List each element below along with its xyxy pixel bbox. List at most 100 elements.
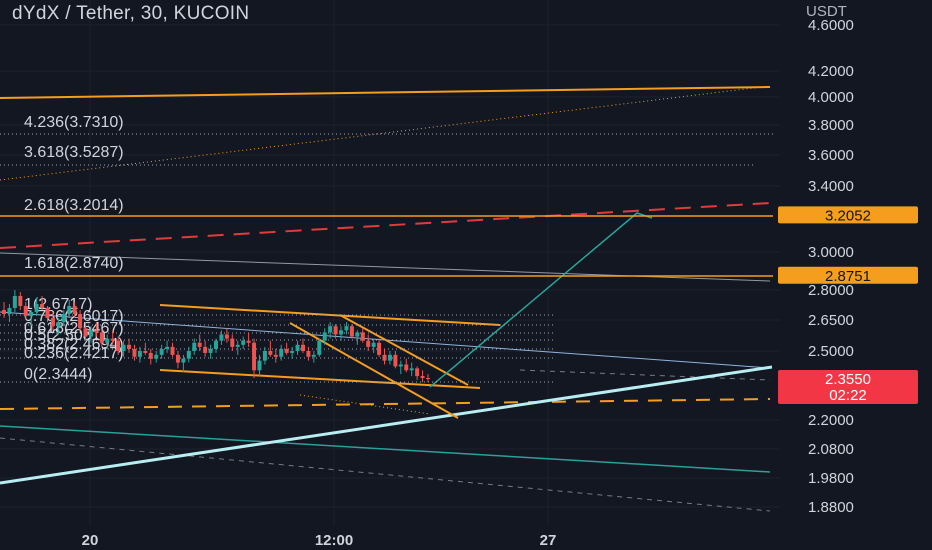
candle-body: [143, 351, 148, 353]
price-tick-label[interactable]: 4.0000: [808, 89, 854, 106]
time-axis[interactable]: 20 12:00 27: [82, 532, 557, 549]
candle-body: [203, 346, 208, 353]
time-tick-label[interactable]: 20: [82, 532, 99, 549]
channel-bottom-line[interactable]: [159, 369, 481, 389]
candle-body: [284, 348, 289, 353]
price-badge: [778, 206, 918, 224]
candle-body: [214, 340, 218, 349]
candle-body: [83, 328, 88, 337]
candle-body: [45, 308, 50, 318]
candle-body: [371, 342, 376, 347]
price-badge: [778, 369, 918, 404]
candle-body: [127, 344, 132, 349]
ascending-support-line[interactable]: [0, 365, 773, 485]
candle-body: [110, 338, 115, 341]
price-tick-label[interactable]: 2.6500: [808, 312, 854, 329]
candle-body: [208, 348, 213, 353]
candle-body: [72, 306, 77, 314]
candle-body: [12, 296, 17, 308]
candle-body: [148, 352, 153, 359]
chart-title[interactable]: dYdX / Tether, 30, KUCOIN: [12, 3, 250, 24]
channel-top-line[interactable]: [159, 304, 501, 326]
candle-body: [377, 342, 382, 355]
candle-body: [121, 344, 126, 351]
resistance-line[interactable]: [0, 86, 771, 99]
fib-level-label[interactable]: 0.236(2.4217): [24, 345, 124, 362]
candle-body: [404, 364, 409, 371]
gray-dashed-line-short[interactable]: [519, 369, 771, 381]
candle-body: [387, 354, 392, 361]
fib-level-label[interactable]: 2.618(3.2014): [24, 197, 124, 214]
candle-body: [333, 326, 338, 335]
fib-level-label[interactable]: 0.618(2.5467): [24, 320, 124, 337]
orange-dashed-support-line[interactable]: [0, 398, 771, 410]
candle-body: [181, 358, 186, 363]
candle-body: [137, 351, 142, 357]
fib-levels[interactable]: 4.236(3.7310) 3.618(3.5287) 2.618(3.2014) 1…: [0, 114, 773, 383]
time-tick-label[interactable]: 27: [540, 532, 557, 549]
fib-level-label[interactable]: 0.382(2.4694): [24, 336, 124, 353]
teal-line[interactable]: [0, 425, 771, 473]
price-tick-label[interactable]: 2.5000: [808, 343, 854, 360]
price-tick-label[interactable]: 3.0000: [808, 244, 854, 261]
price-tick-label[interactable]: 2.2000: [808, 412, 854, 429]
candle-body: [2, 310, 6, 314]
candle-body: [99, 332, 104, 343]
candle-body: [262, 351, 267, 361]
candle-body: [61, 314, 66, 323]
candle-body: [366, 340, 371, 347]
candle-body: [165, 346, 170, 349]
candle-body: [224, 334, 229, 339]
candle-body: [197, 342, 202, 347]
price-tick-label[interactable]: 3.8000: [808, 117, 854, 134]
candle-body: [23, 306, 28, 316]
candle-body: [398, 364, 403, 367]
candle-body: [7, 308, 12, 314]
fib-level-label[interactable]: 3.618(3.5287): [24, 144, 124, 161]
candle-body: [273, 354, 278, 357]
price-axis[interactable]: 4.6000 4.2000 4.0000 3.8000 3.6000 3.4000 3.00…: [808, 17, 854, 516]
candle-body: [295, 344, 300, 351]
time-tick-label[interactable]: 12:00: [315, 532, 353, 549]
candle-body: [349, 326, 354, 337]
fib-level-label[interactable]: 4.236(3.7310): [24, 114, 124, 131]
fib-level-label[interactable]: 1.618(2.8740): [24, 255, 124, 272]
gray-dashed-line[interactable]: [0, 437, 771, 512]
candle-body: [175, 354, 180, 363]
candle-body: [420, 376, 425, 378]
price-tick-label[interactable]: 3.4000: [808, 178, 854, 195]
currency-label[interactable]: USDT: [806, 3, 847, 20]
price-badge: [778, 266, 918, 284]
candle-body: [306, 351, 311, 357]
fib-level-label[interactable]: 0(2.3444): [24, 366, 93, 383]
price-badge-value: 2.8751: [825, 268, 871, 285]
candle-body: [268, 351, 273, 355]
price-tick-label[interactable]: 2.0800: [808, 441, 854, 458]
candle-body: [34, 304, 39, 312]
price-tick-label[interactable]: 3.6000: [808, 147, 854, 164]
candle-body: [317, 340, 322, 355]
candle-body: [186, 351, 191, 359]
price-tick-label[interactable]: 4.2000: [808, 63, 854, 80]
candle-body: [56, 322, 61, 327]
candle-body: [339, 330, 344, 335]
price-tick-label[interactable]: 2.8000: [808, 282, 854, 299]
candle-body: [132, 348, 137, 357]
candle-body: [290, 351, 295, 353]
price-tick-label[interactable]: 1.8800: [808, 499, 854, 516]
flag-bottom-line[interactable]: [289, 322, 459, 419]
candle-body: [116, 340, 121, 351]
price-tick-label[interactable]: 1.9800: [808, 470, 854, 487]
candle-body: [78, 314, 83, 329]
candle-body: [230, 338, 235, 347]
candle-body: [94, 330, 99, 333]
candle-body: [67, 306, 72, 314]
price-tick-label[interactable]: 4.6000: [808, 17, 854, 34]
candle-body: [235, 344, 240, 347]
candle-body: [40, 304, 45, 308]
candle-body: [360, 332, 365, 341]
candle-body: [246, 340, 251, 343]
candle-body: [154, 354, 159, 359]
